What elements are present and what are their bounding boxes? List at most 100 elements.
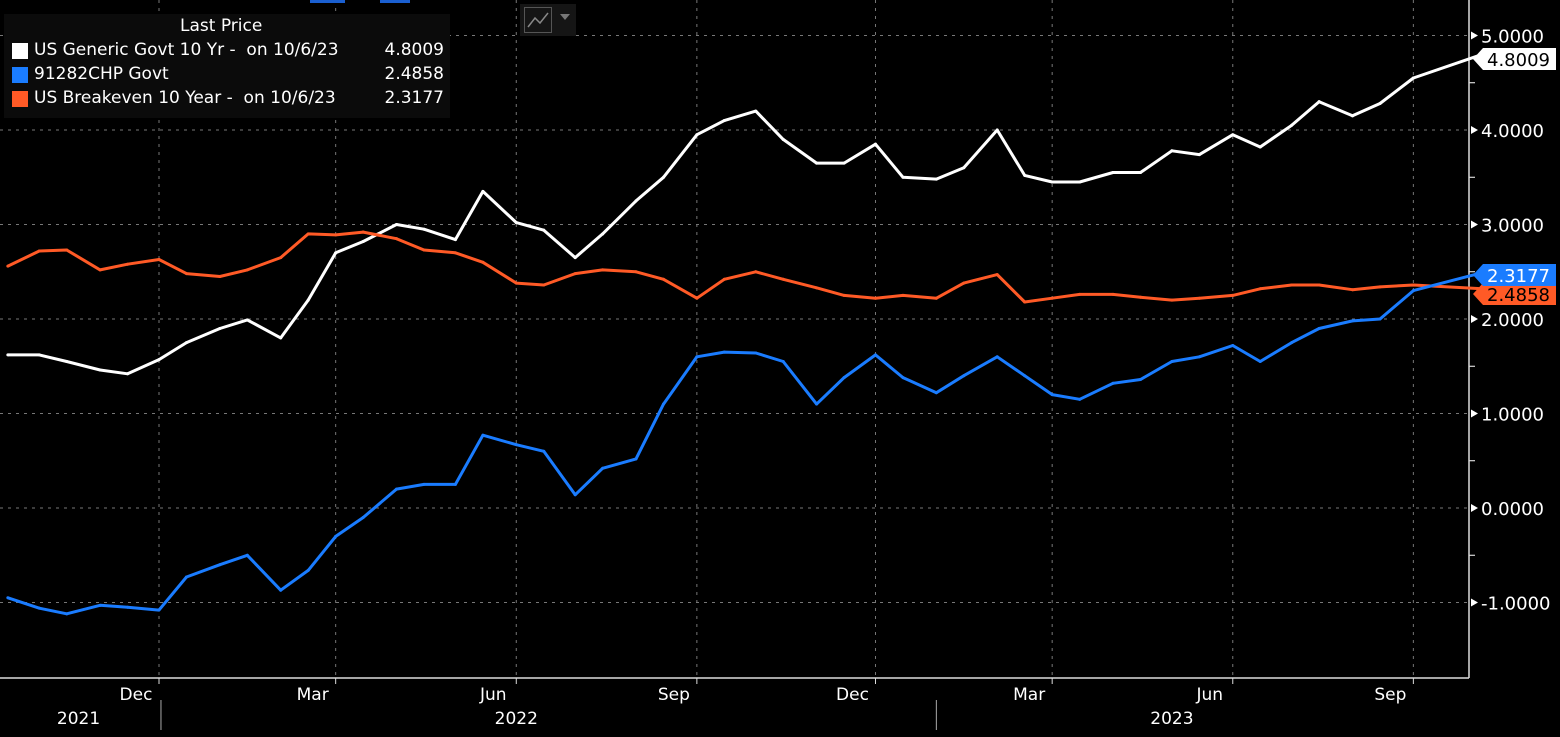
data-point xyxy=(395,237,399,241)
data-point xyxy=(601,268,605,272)
data-point xyxy=(1258,145,1262,149)
chart-type-button[interactable] xyxy=(520,4,576,36)
data-point xyxy=(573,493,577,497)
y-tick-mark xyxy=(1471,504,1478,512)
legend-value: 2.4858 xyxy=(384,64,444,84)
data-point xyxy=(962,281,966,285)
x-tick-label: Mar xyxy=(297,685,329,705)
legend-entry[interactable]: 91282CHP Govt 2.4858 xyxy=(12,64,444,86)
data-point xyxy=(453,482,457,486)
data-point xyxy=(1050,393,1054,397)
data-point xyxy=(815,286,819,290)
data-point xyxy=(1411,76,1415,80)
data-point xyxy=(962,166,966,170)
data-point xyxy=(573,256,577,260)
y-tick-label: 3.0000 xyxy=(1481,216,1544,237)
data-point xyxy=(1351,288,1355,292)
data-point xyxy=(1351,319,1355,323)
data-point xyxy=(1231,133,1235,137)
data-point xyxy=(422,482,426,486)
last-value-label: 2.3177 xyxy=(1487,266,1550,287)
data-point xyxy=(514,221,518,225)
data-point xyxy=(661,175,665,179)
data-point xyxy=(126,262,130,266)
legend-swatch xyxy=(12,43,28,59)
data-point xyxy=(781,277,785,281)
data-point xyxy=(873,296,877,300)
y-tick-label: 0.0000 xyxy=(1481,499,1544,520)
data-point xyxy=(1050,180,1054,184)
data-point xyxy=(306,298,310,302)
data-point xyxy=(1231,343,1235,347)
legend-entry[interactable]: US Generic Govt 10 Yr - on 10/6/23 4.800… xyxy=(12,40,444,62)
data-point xyxy=(1078,397,1082,401)
data-point xyxy=(934,296,938,300)
data-point xyxy=(1378,285,1382,289)
data-point xyxy=(901,293,905,297)
data-point xyxy=(65,248,69,252)
data-point xyxy=(1139,295,1143,299)
data-point xyxy=(126,372,130,376)
data-point xyxy=(279,588,283,592)
y-tick-label: 1.0000 xyxy=(1481,405,1544,426)
data-point xyxy=(754,351,758,355)
data-point xyxy=(634,199,638,203)
year-label: 2021 xyxy=(57,709,100,729)
data-point xyxy=(157,608,161,612)
data-point xyxy=(395,487,399,491)
data-point xyxy=(481,189,485,193)
data-point xyxy=(6,353,10,357)
data-point xyxy=(542,449,546,453)
data-point xyxy=(65,612,69,616)
data-point xyxy=(695,296,699,300)
data-point xyxy=(1378,102,1382,106)
x-tick-label: Dec xyxy=(120,685,153,705)
x-tick-label: Sep xyxy=(658,685,690,705)
data-point xyxy=(184,272,188,276)
data-point xyxy=(601,466,605,470)
data-point xyxy=(306,232,310,236)
last-value-tag xyxy=(1473,283,1556,305)
data-point xyxy=(573,272,577,276)
x-tick-label: Dec xyxy=(836,685,869,705)
data-point xyxy=(1111,381,1115,385)
data-point xyxy=(306,568,310,572)
y-tick-mark xyxy=(1471,126,1478,134)
legend-entry[interactable]: US Breakeven 10 Year - on 10/6/23 2.3177 xyxy=(12,88,444,110)
data-point xyxy=(934,391,938,395)
data-point xyxy=(218,326,222,330)
data-point xyxy=(1197,355,1201,359)
data-point xyxy=(1231,293,1235,297)
legend-swatch xyxy=(12,91,28,107)
x-tick-label: Sep xyxy=(1374,685,1406,705)
data-point xyxy=(1317,283,1321,287)
data-point xyxy=(279,336,283,340)
data-point xyxy=(37,606,41,610)
data-point xyxy=(1111,171,1115,175)
legend-swatch xyxy=(12,67,28,83)
series-lines xyxy=(6,52,1484,616)
data-point xyxy=(1411,289,1415,293)
data-point xyxy=(6,596,10,600)
data-point xyxy=(422,248,426,252)
data-point xyxy=(279,256,283,260)
data-point xyxy=(1170,360,1174,364)
data-point xyxy=(334,534,338,538)
y-tick-mark xyxy=(1471,315,1478,323)
data-point xyxy=(661,277,665,281)
caret-down-icon[interactable] xyxy=(560,14,570,20)
data-point xyxy=(1290,341,1294,345)
data-point xyxy=(6,264,10,268)
toolbar-indicator xyxy=(310,0,345,3)
data-point xyxy=(1258,287,1262,291)
data-point xyxy=(722,119,726,123)
data-point xyxy=(1023,300,1027,304)
data-point xyxy=(1290,123,1294,127)
data-point xyxy=(873,142,877,146)
data-point xyxy=(962,374,966,378)
y-tick-label: 2.0000 xyxy=(1481,310,1544,331)
data-point xyxy=(98,368,102,372)
data-point xyxy=(37,249,41,253)
data-point xyxy=(1078,180,1082,184)
